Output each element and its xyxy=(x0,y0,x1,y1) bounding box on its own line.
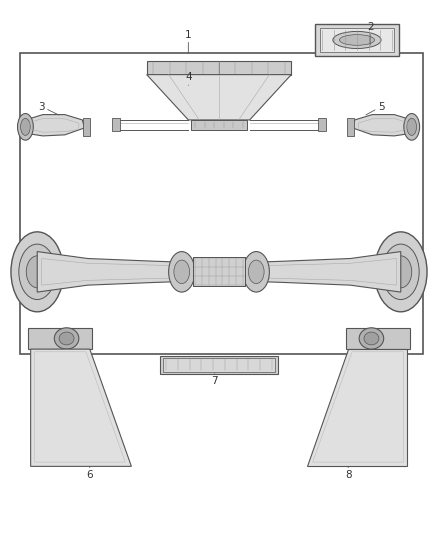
Bar xyxy=(83,118,90,136)
Polygon shape xyxy=(37,252,184,292)
Ellipse shape xyxy=(174,260,190,284)
Polygon shape xyxy=(147,75,291,120)
Bar xyxy=(20,53,423,354)
Ellipse shape xyxy=(382,244,419,300)
Ellipse shape xyxy=(333,31,381,49)
Bar xyxy=(318,118,326,131)
Text: 3: 3 xyxy=(38,102,59,115)
Ellipse shape xyxy=(248,260,264,284)
Polygon shape xyxy=(31,349,131,466)
Polygon shape xyxy=(353,115,412,136)
Text: 1: 1 xyxy=(185,30,192,53)
Bar xyxy=(320,28,394,52)
Text: 6: 6 xyxy=(86,466,93,480)
Ellipse shape xyxy=(339,35,374,45)
Ellipse shape xyxy=(364,332,379,345)
Ellipse shape xyxy=(54,328,79,349)
Polygon shape xyxy=(25,115,85,136)
Polygon shape xyxy=(254,252,401,292)
Bar xyxy=(193,257,245,287)
Bar xyxy=(346,328,410,349)
Bar xyxy=(163,358,275,372)
Text: 2: 2 xyxy=(367,22,374,45)
Ellipse shape xyxy=(390,256,412,288)
Ellipse shape xyxy=(19,244,56,300)
Ellipse shape xyxy=(374,232,427,312)
Ellipse shape xyxy=(59,332,74,345)
Ellipse shape xyxy=(169,252,195,292)
Bar xyxy=(112,118,120,131)
Ellipse shape xyxy=(26,256,48,288)
Polygon shape xyxy=(307,349,407,466)
Bar xyxy=(193,257,245,287)
Text: 8: 8 xyxy=(345,466,352,480)
Bar xyxy=(315,24,399,56)
Bar xyxy=(147,61,291,75)
Text: 7: 7 xyxy=(211,373,218,386)
Text: 5: 5 xyxy=(366,102,385,115)
Ellipse shape xyxy=(21,118,30,135)
Ellipse shape xyxy=(407,118,417,135)
Ellipse shape xyxy=(18,114,33,140)
Bar xyxy=(28,328,92,349)
Bar xyxy=(191,120,247,130)
Ellipse shape xyxy=(11,232,64,312)
Bar xyxy=(160,356,278,374)
Bar xyxy=(347,118,354,136)
Ellipse shape xyxy=(243,252,269,292)
Text: 4: 4 xyxy=(185,72,192,85)
Ellipse shape xyxy=(359,328,384,349)
Ellipse shape xyxy=(404,114,420,140)
